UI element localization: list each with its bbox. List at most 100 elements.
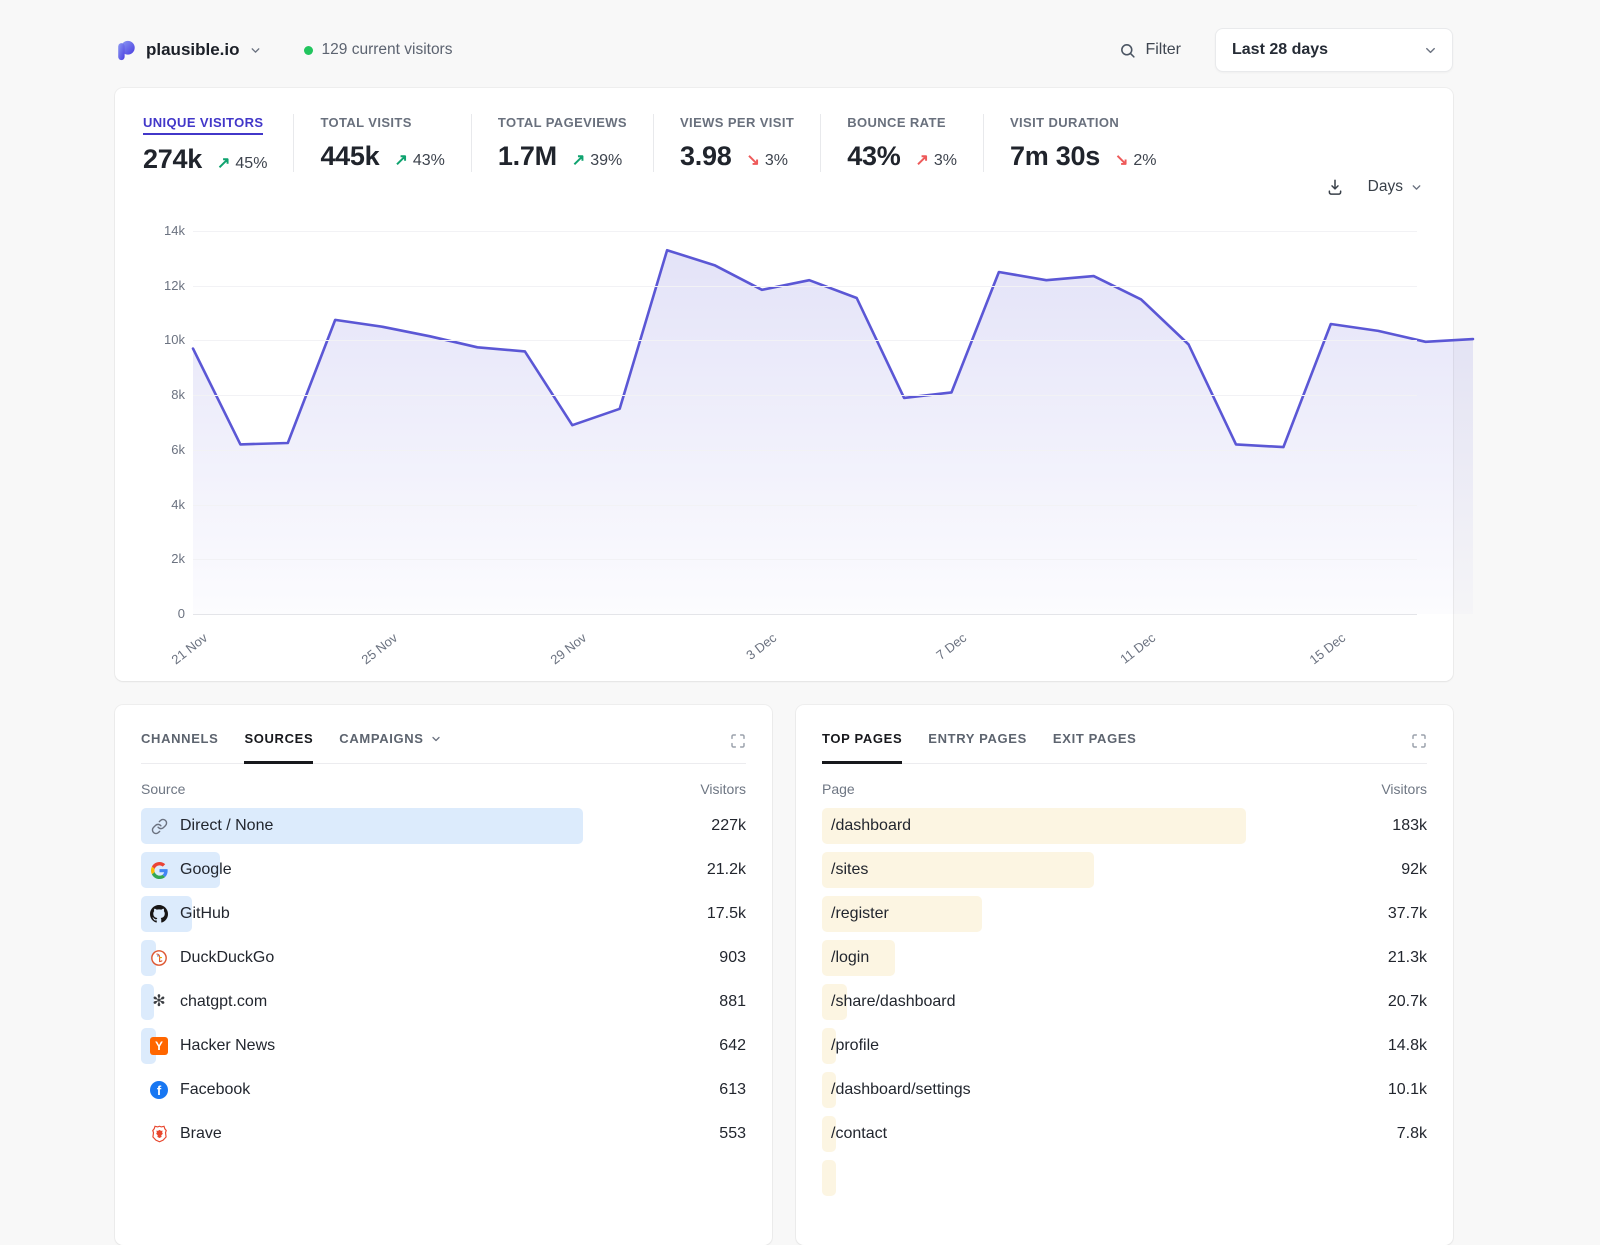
table-row[interactable]: /dashboard183k — [822, 804, 1427, 848]
stat-visit-duration[interactable]: VISIT DURATION 7m 30s ↘ 2% — [983, 114, 1183, 172]
stat-label: UNIQUE VISITORS — [143, 115, 263, 135]
google-icon — [150, 861, 168, 879]
row-value: 20.7k — [1388, 993, 1427, 1011]
stat-total-visits[interactable]: TOTAL VISITS 445k ↗ 43% — [293, 114, 470, 172]
visitors-chart[interactable]: 02k4k6k8k10k12k14k21 Nov25 Nov29 Nov3 De… — [193, 231, 1417, 614]
x-axis-tick: 7 Dec — [933, 630, 969, 663]
x-axis-tick: 21 Nov — [169, 630, 211, 667]
row-value: 613 — [719, 1081, 746, 1099]
row-label: GitHub — [180, 905, 230, 923]
interval-select[interactable]: Days — [1368, 178, 1423, 196]
table-row[interactable]: /share/dashboard20.7k — [822, 980, 1427, 1024]
sources-panel: CHANNELS SOURCES CAMPAIGNS — [115, 705, 772, 1245]
stat-value: 1.7M — [498, 141, 557, 172]
gridline — [193, 340, 1417, 341]
table-row[interactable]: /contact7.8k — [822, 1112, 1427, 1156]
brave-icon — [150, 1125, 168, 1143]
y-axis-tick: 0 — [145, 606, 185, 621]
y-axis-tick: 4k — [145, 497, 185, 512]
table-row[interactable]: /dashboard/settings10.1k — [822, 1068, 1427, 1112]
row-value: 881 — [719, 993, 746, 1011]
table-row[interactable]: /profile14.8k — [822, 1024, 1427, 1068]
stat-value: 274k — [143, 144, 202, 175]
trend-down-arrow-icon: ↘ — [746, 150, 759, 170]
row-value: 903 — [719, 949, 746, 967]
table-row[interactable]: YHacker News642 — [141, 1024, 746, 1068]
trend-up-arrow-icon: ↗ — [217, 153, 230, 173]
stat-label: TOTAL PAGEVIEWS — [498, 115, 627, 130]
tab-sources[interactable]: SOURCES — [244, 731, 313, 764]
table-row[interactable]: fFacebook613 — [141, 1068, 746, 1112]
site-picker[interactable]: plausible.io — [115, 39, 262, 61]
pages-column-headers: Page Visitors — [822, 781, 1427, 797]
stat-value: 43% — [847, 141, 900, 172]
date-range-select[interactable]: Last 28 days — [1215, 28, 1453, 72]
stat-total-pageviews[interactable]: TOTAL PAGEVIEWS 1.7M ↗ 39% — [471, 114, 653, 172]
chevron-down-icon — [430, 733, 442, 745]
x-axis-tick: 29 Nov — [548, 630, 590, 667]
y-axis-tick: 12k — [145, 278, 185, 293]
live-dot-icon — [304, 46, 313, 55]
chevron-down-icon — [249, 44, 262, 57]
current-visitors[interactable]: 129 current visitors — [304, 41, 453, 59]
topbar: plausible.io 129 current visitors Filter… — [115, 0, 1453, 74]
row-value: 21.3k — [1388, 949, 1427, 967]
expand-icon[interactable] — [730, 733, 746, 762]
row-label: Facebook — [180, 1081, 250, 1099]
table-row[interactable]: /login21.3k — [822, 936, 1427, 980]
download-icon[interactable] — [1326, 178, 1344, 196]
chevron-down-icon — [1410, 181, 1423, 194]
stat-bounce-rate[interactable]: BOUNCE RATE 43% ↗ 3% — [820, 114, 983, 172]
tab-exit-pages[interactable]: EXIT PAGES — [1053, 731, 1137, 764]
current-visitors-label: 129 current visitors — [322, 41, 453, 59]
table-row[interactable]: ✻chatgpt.com881 — [141, 980, 746, 1024]
row-value: 21.2k — [707, 861, 746, 879]
row-label: /register — [831, 905, 889, 923]
table-row[interactable]: DuckDuckGo903 — [141, 936, 746, 980]
stat-views-per-visit[interactable]: VIEWS PER VISIT 3.98 ↘ 3% — [653, 114, 820, 172]
sources-list: Direct / None227k Google 21.2k GitHub 17.5k D… — [141, 804, 746, 1156]
row-value: 10.1k — [1388, 1081, 1427, 1099]
interval-label: Days — [1368, 178, 1403, 196]
hackernews-icon: Y — [150, 1037, 168, 1055]
table-row[interactable]: Brave553 — [141, 1112, 746, 1156]
plausible-logo-icon — [115, 39, 137, 61]
pages-list: /dashboard183k/sites92k/register 37.7k/lo… — [822, 804, 1427, 1200]
gridline — [193, 505, 1417, 506]
gridline — [193, 559, 1417, 560]
tab-channels[interactable]: CHANNELS — [141, 731, 218, 764]
row-label: Brave — [180, 1125, 222, 1143]
tab-entry-pages[interactable]: ENTRY PAGES — [928, 731, 1027, 764]
y-axis-tick: 2k — [145, 551, 185, 566]
table-row[interactable]: /sites92k — [822, 848, 1427, 892]
stat-label: BOUNCE RATE — [847, 115, 946, 130]
row-value: 227k — [711, 817, 746, 835]
gridline — [193, 231, 1417, 232]
row-value: 37.7k — [1388, 905, 1427, 923]
trend-down-arrow-icon: ↘ — [1115, 150, 1128, 170]
stat-label: VISIT DURATION — [1010, 115, 1119, 130]
tab-campaigns[interactable]: CAMPAIGNS — [339, 731, 441, 764]
table-row[interactable]: Direct / None227k — [141, 804, 746, 848]
stat-value: 445k — [320, 141, 379, 172]
tab-top-pages[interactable]: TOP PAGES — [822, 731, 902, 764]
row-label: /contact — [831, 1125, 887, 1143]
y-axis-tick: 10k — [145, 332, 185, 347]
table-row[interactable]: GitHub 17.5k — [141, 892, 746, 936]
gridline — [193, 614, 1417, 615]
date-range-value: Last 28 days — [1232, 41, 1328, 59]
pages-panel: TOP PAGES ENTRY PAGES EXIT PAGES Page Vi… — [796, 705, 1453, 1245]
table-row[interactable]: /register 37.7k — [822, 892, 1427, 936]
stats-row: UNIQUE VISITORS 274k ↗ 45% TOTAL VISITS … — [143, 114, 1425, 175]
chevron-down-icon — [1423, 43, 1438, 58]
filter-label: Filter — [1145, 41, 1181, 59]
stat-unique-visitors[interactable]: UNIQUE VISITORS 274k ↗ 45% — [143, 114, 293, 175]
table-row-partial — [822, 1156, 1427, 1200]
row-label: Google — [180, 861, 232, 879]
row-value: 17.5k — [707, 905, 746, 923]
site-name: plausible.io — [146, 40, 240, 60]
gridline — [193, 395, 1417, 396]
expand-icon[interactable] — [1411, 733, 1427, 762]
filter-button[interactable]: Filter — [1119, 41, 1181, 59]
table-row[interactable]: Google 21.2k — [141, 848, 746, 892]
